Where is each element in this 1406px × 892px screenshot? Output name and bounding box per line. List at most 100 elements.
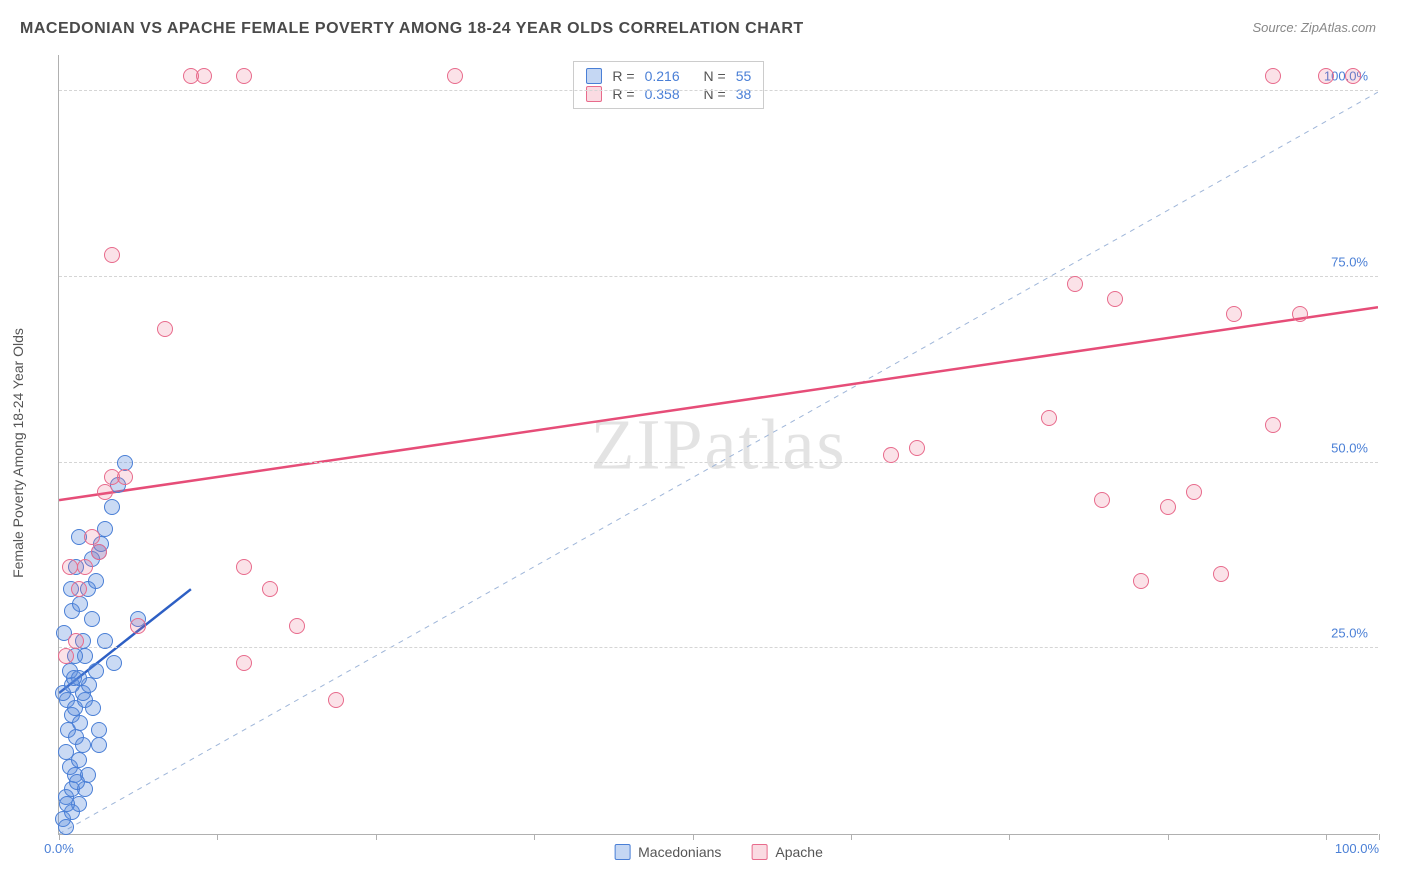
- data-point-macedonians: [55, 685, 71, 701]
- data-point-apache: [68, 633, 84, 649]
- data-point-apache: [71, 581, 87, 597]
- data-point-apache: [262, 581, 278, 597]
- data-point-apache: [1107, 291, 1123, 307]
- correlation-chart: ZIPatlas R = 0.216 N = 55 R = 0.358 N = …: [58, 55, 1378, 835]
- n-value: 38: [736, 86, 752, 102]
- data-point-apache: [62, 559, 78, 575]
- data-point-apache: [157, 321, 173, 337]
- swatch-icon: [614, 844, 630, 860]
- data-point-apache: [447, 68, 463, 84]
- data-point-apache: [1067, 276, 1083, 292]
- x-tick: [59, 834, 60, 840]
- data-point-apache: [236, 68, 252, 84]
- data-point-apache: [1226, 306, 1242, 322]
- x-tick: [1009, 834, 1010, 840]
- n-value: 55: [736, 68, 752, 84]
- data-point-apache: [1186, 484, 1202, 500]
- data-point-macedonians: [58, 819, 74, 835]
- x-tick: [1168, 834, 1169, 840]
- data-point-apache: [58, 648, 74, 664]
- data-point-apache: [84, 529, 100, 545]
- data-point-macedonians: [88, 663, 104, 679]
- data-point-apache: [117, 469, 133, 485]
- data-point-macedonians: [72, 596, 88, 612]
- legend-label: Apache: [775, 844, 822, 860]
- gridline-h: [59, 462, 1378, 463]
- data-point-macedonians: [104, 499, 120, 515]
- data-point-macedonians: [85, 700, 101, 716]
- data-point-apache: [196, 68, 212, 84]
- data-point-apache: [289, 618, 305, 634]
- r-value: 0.358: [645, 86, 680, 102]
- data-point-macedonians: [72, 715, 88, 731]
- data-point-macedonians: [88, 573, 104, 589]
- x-tick: [851, 834, 852, 840]
- stats-legend: R = 0.216 N = 55 R = 0.358 N = 38: [573, 61, 764, 109]
- x-tick: [1326, 834, 1327, 840]
- data-point-apache: [236, 559, 252, 575]
- data-point-apache: [104, 247, 120, 263]
- data-point-apache: [1160, 499, 1176, 515]
- data-point-apache: [130, 618, 146, 634]
- data-point-apache: [1318, 68, 1334, 84]
- data-point-apache: [1265, 417, 1281, 433]
- data-point-apache: [91, 544, 107, 560]
- n-label: N =: [704, 86, 726, 102]
- gridline-h: [59, 276, 1378, 277]
- x-tick: [376, 834, 377, 840]
- data-point-apache: [1041, 410, 1057, 426]
- data-point-macedonians: [59, 796, 75, 812]
- gridline-h: [59, 647, 1378, 648]
- stats-row: R = 0.358 N = 38: [586, 85, 751, 103]
- x-tick-label: 0.0%: [44, 841, 74, 856]
- x-tick-label: 100.0%: [1335, 841, 1379, 856]
- r-label: R =: [612, 68, 634, 84]
- data-point-macedonians: [66, 670, 82, 686]
- x-tick: [534, 834, 535, 840]
- data-point-macedonians: [69, 774, 85, 790]
- y-tick-label: 50.0%: [1331, 440, 1368, 455]
- data-point-apache: [328, 692, 344, 708]
- data-point-apache: [77, 559, 93, 575]
- y-axis-label: Female Poverty Among 18-24 Year Olds: [10, 328, 26, 578]
- source-label: Source: ZipAtlas.com: [1252, 20, 1376, 35]
- y-tick-label: 25.0%: [1331, 626, 1368, 641]
- data-point-apache: [236, 655, 252, 671]
- data-point-apache: [1345, 68, 1361, 84]
- swatch-icon: [586, 86, 602, 102]
- data-point-macedonians: [97, 633, 113, 649]
- data-point-macedonians: [84, 611, 100, 627]
- data-point-apache: [1265, 68, 1281, 84]
- data-point-apache: [909, 440, 925, 456]
- series-legend: Macedonians Apache: [614, 844, 823, 860]
- stats-row: R = 0.216 N = 55: [586, 67, 751, 85]
- gridline-h: [59, 90, 1378, 91]
- x-tick: [693, 834, 694, 840]
- page-title: MACEDONIAN VS APACHE FEMALE POVERTY AMON…: [20, 20, 804, 38]
- r-label: R =: [612, 86, 634, 102]
- plot-area: ZIPatlas R = 0.216 N = 55 R = 0.358 N = …: [58, 55, 1378, 835]
- legend-item: Macedonians: [614, 844, 721, 860]
- data-point-macedonians: [75, 737, 91, 753]
- data-point-macedonians: [117, 455, 133, 471]
- swatch-icon: [751, 844, 767, 860]
- data-point-macedonians: [91, 737, 107, 753]
- swatch-icon: [586, 68, 602, 84]
- regression-lines: [59, 55, 1378, 834]
- data-point-apache: [883, 447, 899, 463]
- x-tick: [1379, 834, 1380, 840]
- data-point-macedonians: [106, 655, 122, 671]
- data-point-apache: [1292, 306, 1308, 322]
- legend-item: Apache: [751, 844, 822, 860]
- data-point-macedonians: [91, 722, 107, 738]
- y-tick-label: 75.0%: [1331, 254, 1368, 269]
- data-point-apache: [97, 484, 113, 500]
- data-point-macedonians: [71, 752, 87, 768]
- legend-label: Macedonians: [638, 844, 721, 860]
- data-point-apache: [1094, 492, 1110, 508]
- data-point-apache: [1133, 573, 1149, 589]
- x-tick: [217, 834, 218, 840]
- n-label: N =: [704, 68, 726, 84]
- r-value: 0.216: [645, 68, 680, 84]
- data-point-apache: [1213, 566, 1229, 582]
